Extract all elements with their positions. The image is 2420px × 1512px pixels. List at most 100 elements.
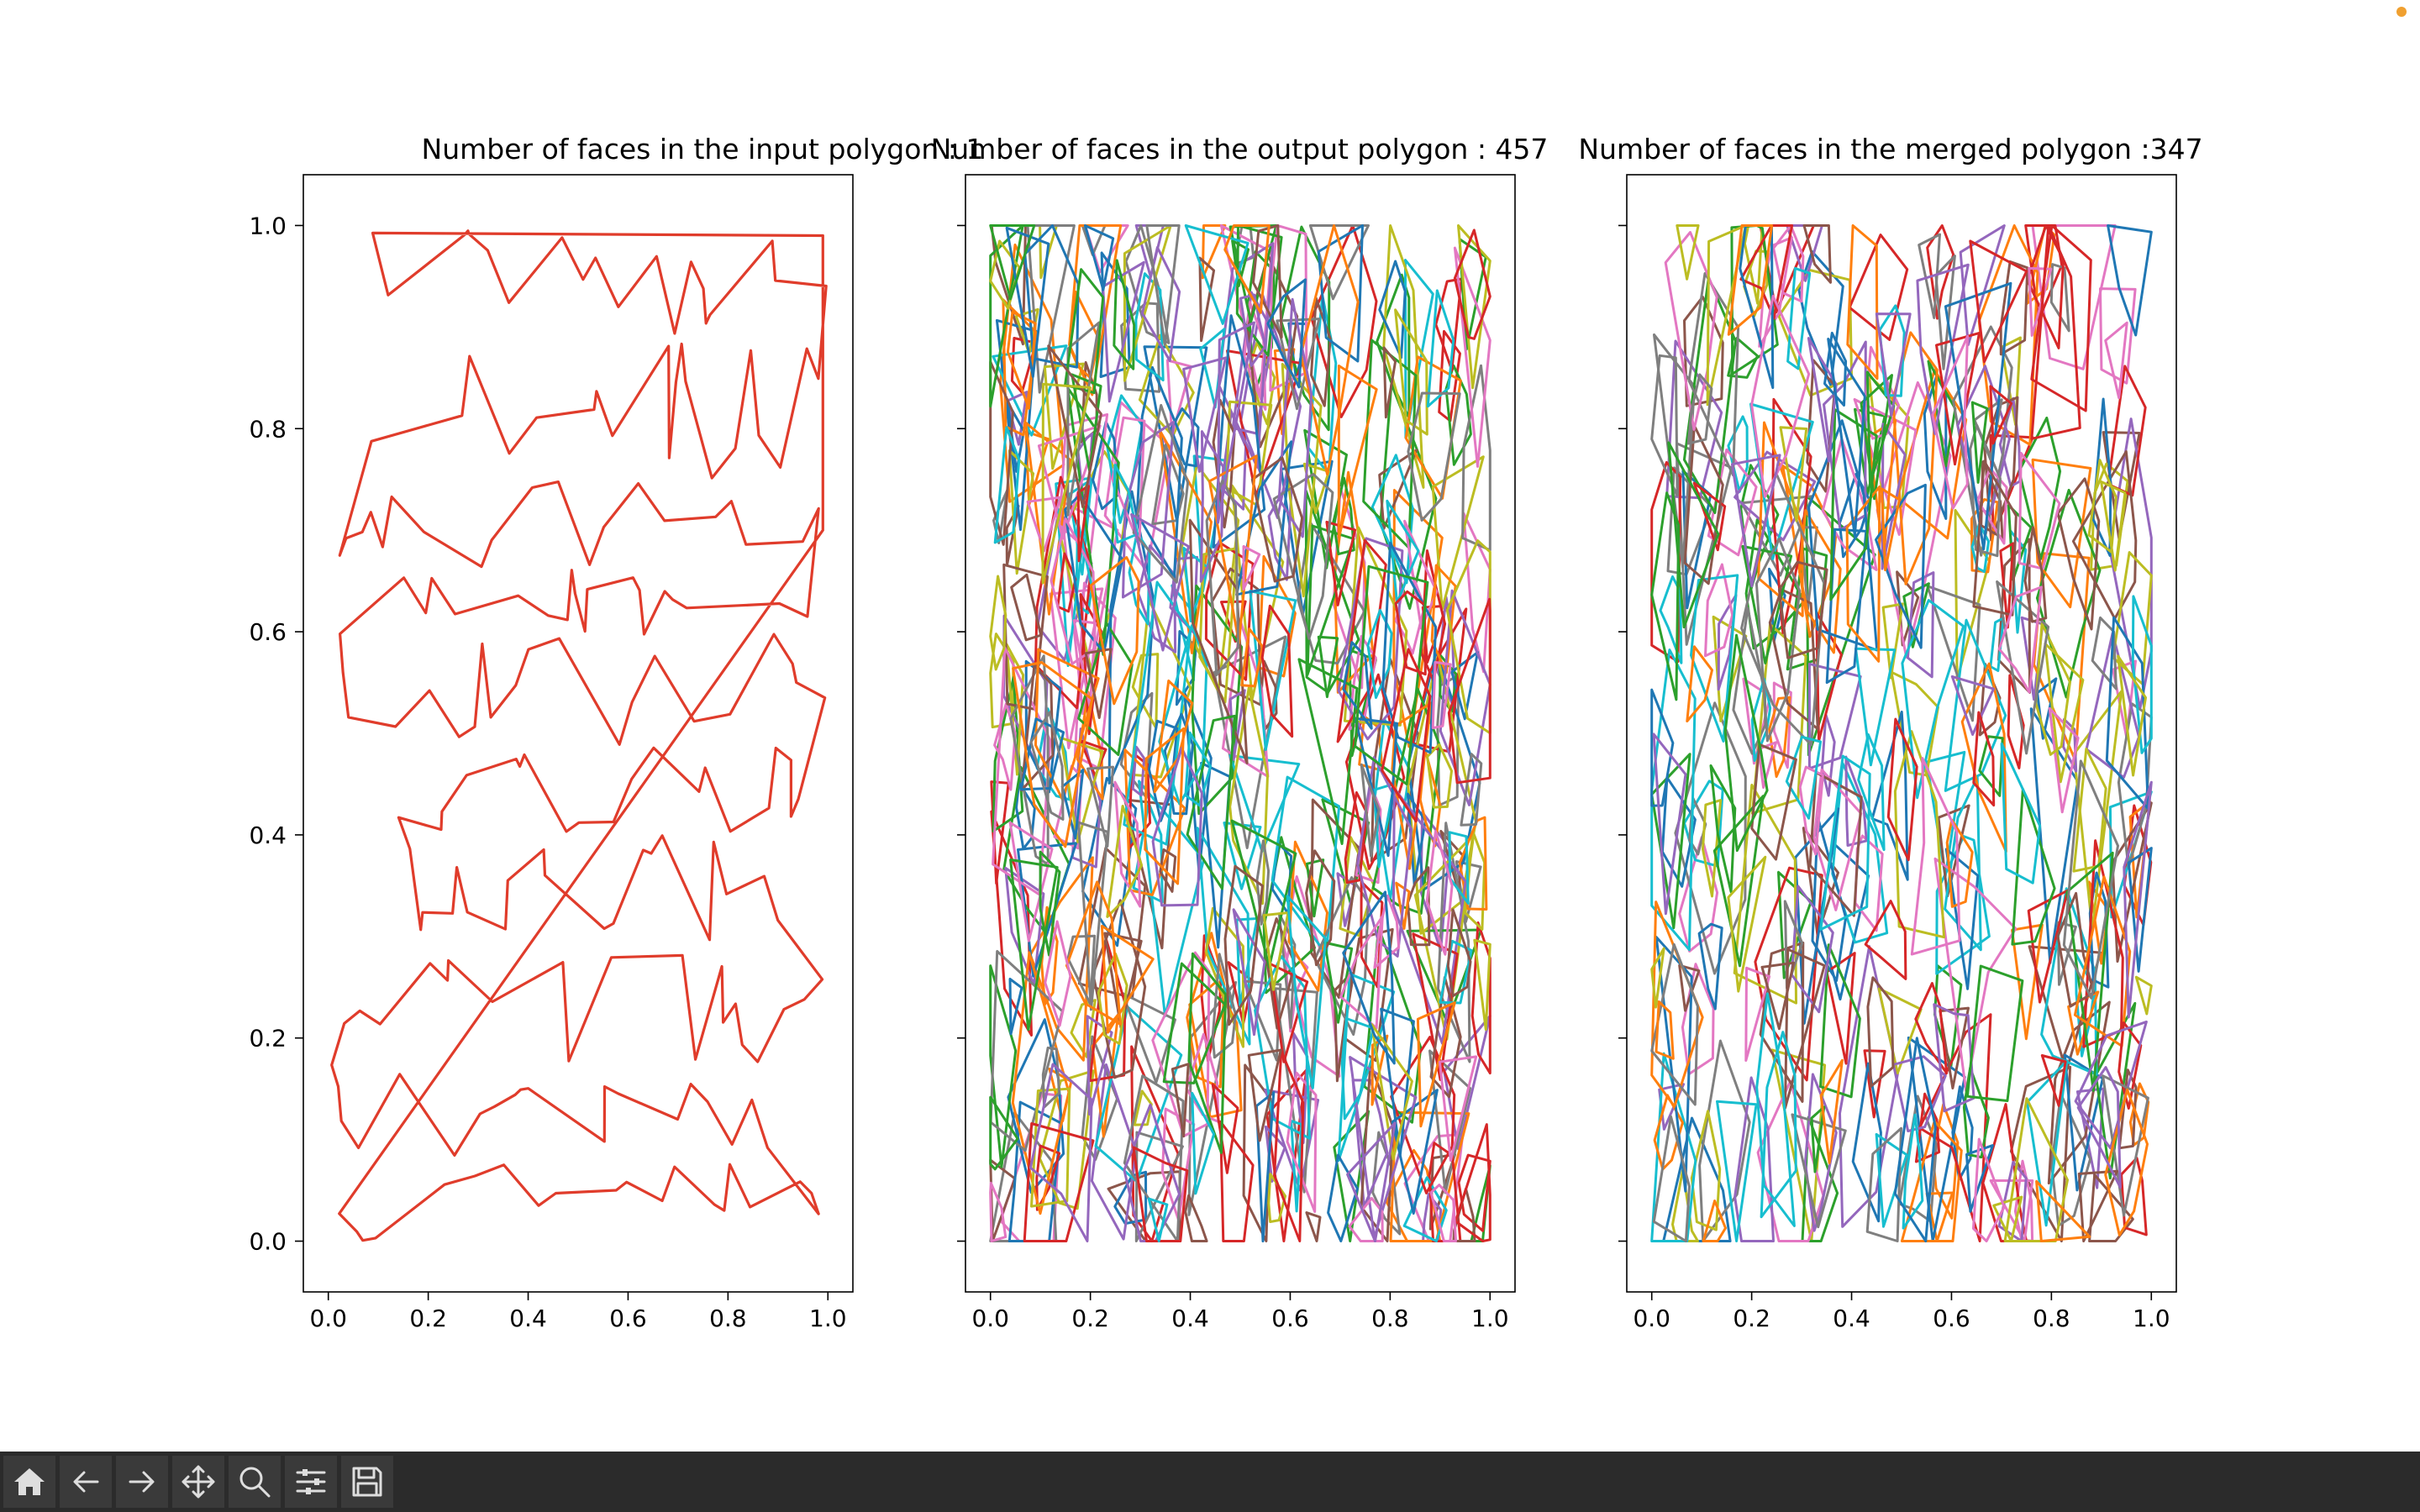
status-indicator [2396,7,2407,17]
polygon-face [1089,556,1140,706]
polygon-face [1977,224,2039,446]
subplot-output-polygon: Number of faces in the output polygon : … [931,133,1549,1332]
polygon-face [1972,459,2018,617]
polygon-face [1446,908,1472,997]
polygon-face [1438,329,1461,423]
polygon-face [989,1111,1058,1242]
polygon-face [1317,224,1364,363]
polygon-face [1132,403,1190,584]
polygon-face [1650,491,1681,701]
polygon-face [989,1095,1019,1171]
polygon-face [1299,224,1360,476]
polygon-face [1944,618,2007,792]
polygon-face [1650,947,1665,1009]
polygon-face [1864,900,1907,980]
x-tick-label: 0.2 [1733,1305,1770,1332]
polygon-face [1240,627,1264,688]
polygon-face [1678,836,1719,953]
polygon-face [2056,477,2101,631]
polygon-face [1886,717,1918,862]
polygon-face [1380,1007,1415,1158]
polygon-face [2018,417,2062,560]
polygon-face [1965,1144,1994,1213]
polygon-face [1902,1113,1924,1230]
y-tick-label: 1.0 [249,212,287,239]
polygon-face [2030,224,2081,440]
back-button[interactable] [60,1456,112,1508]
polygon-face [1219,1120,1255,1242]
polygon-face [1798,509,1842,654]
polygon-face [1106,805,1144,918]
polygon-boundary [330,229,828,1242]
polygon-face [1297,658,1359,845]
polygon-face [1230,819,1297,969]
polygon-face [1391,1089,1439,1215]
polygon-face [1845,485,1881,663]
polygon-face [1926,585,1981,722]
polygon-face [1317,635,1339,699]
polygon-face [1777,269,1854,397]
polygon-face [1287,840,1328,992]
polygon-face [2128,1082,2150,1147]
home-button[interactable] [3,1456,55,1508]
polygon-face [1343,526,1408,727]
polygon-face [1863,1049,1886,1119]
back-arrow-icon [73,1471,99,1493]
x-tick-label: 0.4 [1171,1305,1209,1332]
polygon-face [1727,224,1774,336]
polygon-face [1094,1005,1183,1183]
save-button[interactable] [341,1456,393,1508]
polygon-face [1286,895,1327,1089]
polygon-face [1403,519,1439,630]
polygon-face [2072,690,2123,930]
polygon-face [1412,932,1459,1081]
polygon-face [1454,1123,1491,1242]
polygon-face [1382,346,1397,419]
polygon-face [1306,524,1355,676]
polygon-face [1723,633,1769,853]
polygon-face [1429,975,1462,1099]
polygon-face [989,224,1024,408]
polygon-face [2000,742,2042,885]
subplot-title: Number of faces in the merged polygon :3… [1578,133,2202,165]
polygon-face [1692,481,1727,552]
polygon-face [2031,224,2117,370]
polygon-face [2062,717,2078,773]
polygon-face [1342,890,1396,1065]
zoom-button[interactable] [229,1456,281,1508]
polygon-face [1709,764,1737,894]
polygon-face [1044,920,1072,1027]
polygon-face [989,1181,1007,1242]
polygon-face [2076,1066,2122,1189]
polygon-face [1823,340,1867,532]
polygon-face [1413,833,1476,1041]
polygon-face [2035,1179,2091,1242]
polygon-face [2104,1088,2149,1236]
pan-button[interactable] [172,1456,224,1508]
polygon-face [1870,711,1909,881]
polygon-face [1354,717,1398,858]
forward-button[interactable] [116,1456,168,1508]
polygon-face [1462,512,1491,674]
polygon-face [1041,382,1092,585]
polygon-face [1378,260,1407,360]
polygon-face [1406,866,1431,947]
polygon-face [1428,1142,1462,1242]
polygon-face [1239,293,1267,367]
polygon-face [1086,1015,1113,1116]
polygon-face [1687,272,1740,477]
polygon-face [2117,654,2147,777]
polygon-face [1772,224,1805,303]
polygon-face [1807,337,1838,463]
polygon-face [1147,1197,1169,1242]
polygon-face [1950,675,1995,736]
polygon-face [1450,651,1479,721]
polygon-face [1890,670,1939,777]
polygon-face [2099,287,2137,385]
polygon-face [1819,754,1871,931]
polygon-face [1906,571,1935,679]
x-tick-label: 0.4 [1833,1305,1870,1332]
configure-subplots-button[interactable] [285,1456,337,1508]
polygon-face [2073,875,2132,1047]
polygon-face [1829,408,1878,601]
